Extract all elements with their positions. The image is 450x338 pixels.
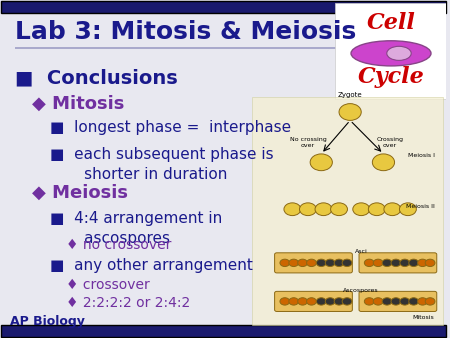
- Circle shape: [289, 259, 299, 267]
- Circle shape: [298, 298, 307, 305]
- Text: Meiosis I: Meiosis I: [408, 153, 435, 158]
- Text: AP Biology: AP Biology: [10, 315, 85, 328]
- Circle shape: [306, 298, 316, 305]
- Circle shape: [409, 298, 419, 305]
- Text: ■  4:4 arrangement in
       ascospores: ■ 4:4 arrangement in ascospores: [50, 211, 222, 246]
- Circle shape: [409, 259, 419, 267]
- FancyBboxPatch shape: [359, 253, 437, 273]
- Circle shape: [400, 203, 416, 216]
- Circle shape: [425, 259, 435, 267]
- Text: No crossing
over: No crossing over: [289, 138, 326, 148]
- FancyBboxPatch shape: [252, 97, 443, 325]
- Circle shape: [373, 298, 383, 305]
- Ellipse shape: [351, 41, 431, 66]
- Circle shape: [342, 259, 352, 267]
- Circle shape: [425, 298, 435, 305]
- Circle shape: [373, 259, 383, 267]
- Circle shape: [331, 203, 347, 216]
- Circle shape: [316, 259, 326, 267]
- Text: ■  longest phase =  interphase: ■ longest phase = interphase: [50, 120, 292, 136]
- Circle shape: [316, 298, 326, 305]
- Circle shape: [315, 203, 332, 216]
- Circle shape: [364, 259, 374, 267]
- Circle shape: [334, 259, 344, 267]
- Text: ♦ 2:2:2:2 or 2:4:2: ♦ 2:2:2:2 or 2:4:2: [66, 296, 190, 310]
- Text: Ascospores: Ascospores: [343, 288, 379, 293]
- Circle shape: [325, 298, 335, 305]
- Circle shape: [400, 298, 410, 305]
- Text: Cell: Cell: [367, 12, 415, 34]
- Circle shape: [325, 259, 335, 267]
- Text: Mitosis: Mitosis: [413, 315, 435, 320]
- FancyBboxPatch shape: [274, 291, 352, 312]
- Text: ■  Conclusions: ■ Conclusions: [15, 68, 177, 88]
- Circle shape: [372, 154, 395, 171]
- Circle shape: [310, 154, 333, 171]
- Circle shape: [339, 104, 361, 120]
- Text: ■  each subsequent phase is
       shorter in duration: ■ each subsequent phase is shorter in du…: [50, 147, 274, 182]
- Circle shape: [391, 259, 401, 267]
- Circle shape: [342, 298, 352, 305]
- Text: Asci: Asci: [355, 249, 368, 255]
- Circle shape: [334, 298, 344, 305]
- Text: Cycle: Cycle: [358, 66, 424, 88]
- Circle shape: [391, 298, 401, 305]
- Text: ■  any other arrangement: ■ any other arrangement: [50, 258, 253, 273]
- Circle shape: [382, 259, 392, 267]
- Text: ◆ Mitosis: ◆ Mitosis: [32, 95, 125, 113]
- Text: ♦ crossover: ♦ crossover: [66, 278, 149, 292]
- Text: Lab 3: Mitosis & Meiosis: Lab 3: Mitosis & Meiosis: [15, 20, 356, 44]
- Circle shape: [382, 298, 392, 305]
- Circle shape: [298, 259, 307, 267]
- Ellipse shape: [387, 46, 411, 61]
- Circle shape: [300, 203, 316, 216]
- Circle shape: [369, 203, 385, 216]
- Text: Crossing
over: Crossing over: [377, 138, 404, 148]
- Circle shape: [418, 298, 428, 305]
- Circle shape: [400, 259, 410, 267]
- Circle shape: [306, 259, 316, 267]
- Circle shape: [289, 298, 299, 305]
- Text: Meiosis II: Meiosis II: [405, 203, 435, 209]
- Circle shape: [280, 259, 290, 267]
- Text: ◆ Meiosis: ◆ Meiosis: [32, 184, 129, 202]
- FancyBboxPatch shape: [335, 3, 448, 99]
- Circle shape: [364, 298, 374, 305]
- Text: ♦ no crossover: ♦ no crossover: [66, 238, 171, 252]
- Circle shape: [384, 203, 401, 216]
- Text: Zygote: Zygote: [338, 92, 362, 98]
- Circle shape: [280, 298, 290, 305]
- FancyBboxPatch shape: [359, 291, 437, 312]
- Circle shape: [284, 203, 301, 216]
- FancyBboxPatch shape: [1, 325, 446, 337]
- FancyBboxPatch shape: [274, 253, 352, 273]
- Circle shape: [418, 259, 428, 267]
- FancyBboxPatch shape: [1, 1, 446, 13]
- Circle shape: [353, 203, 370, 216]
- FancyBboxPatch shape: [15, 47, 432, 49]
